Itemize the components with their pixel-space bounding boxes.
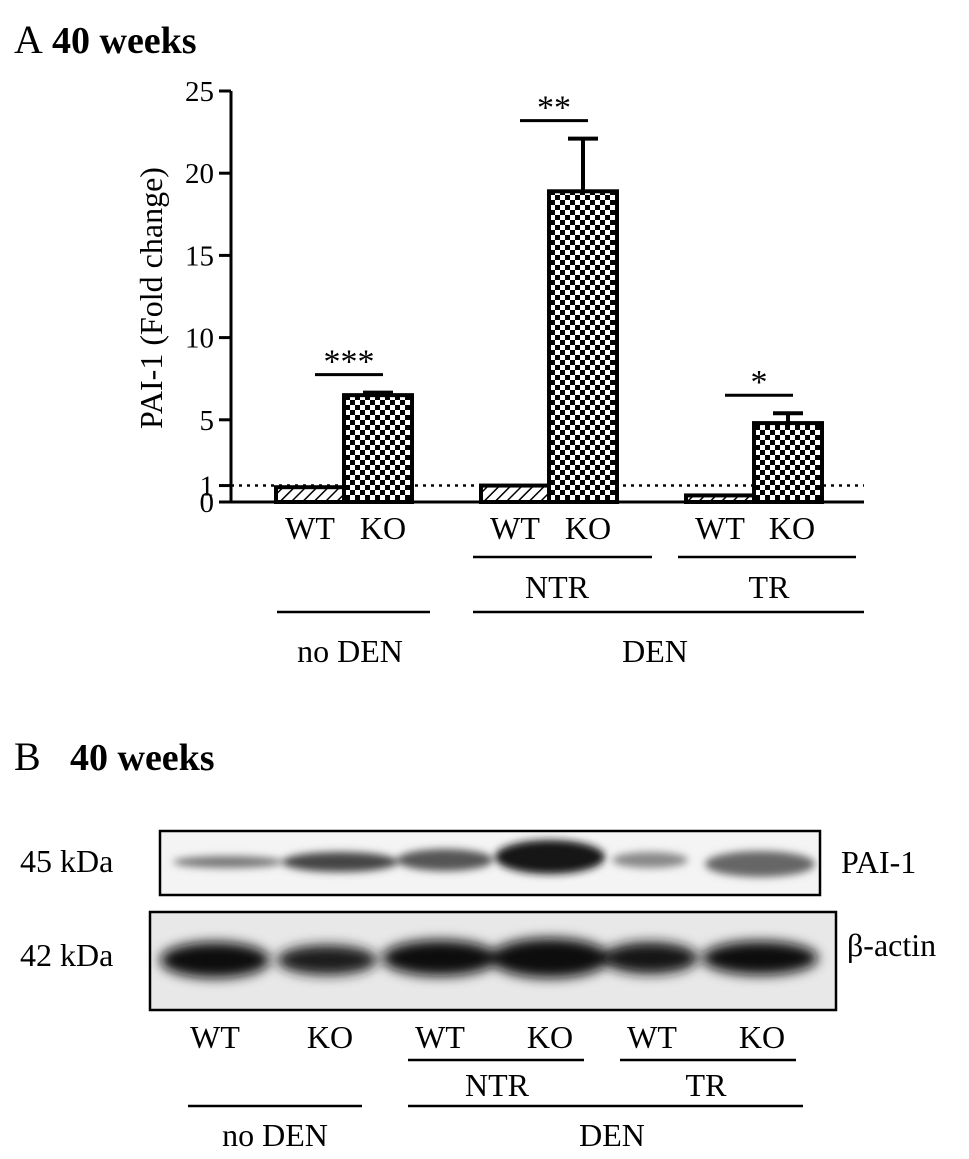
lane-label-1: WT: [190, 1019, 240, 1055]
subgroup-ntr: NTR: [525, 569, 590, 605]
panel-b-title: 40 weeks: [70, 737, 215, 779]
bar-label-1: WT: [285, 510, 335, 546]
lane-label-5: WT: [627, 1019, 677, 1055]
significance-label-2: **: [537, 90, 571, 127]
panel-b-lane-labels: WT KO WT KO WT KO NTR TR no DEN DEN: [188, 1019, 803, 1153]
pai1-band-lane-5: [612, 852, 688, 868]
y-tick-label: 5: [200, 405, 215, 437]
pai1-band-lane-3: [397, 849, 493, 871]
subgroup-tr: TR: [749, 569, 791, 605]
y-tick-label: 1: [200, 471, 215, 503]
actin-band-lane-5: [602, 942, 698, 974]
group-no-den: no DEN: [297, 633, 403, 669]
bar-label-5: WT: [695, 510, 745, 546]
bar-label-2: KO: [360, 510, 406, 546]
b-subgroup-ntr: NTR: [465, 1067, 530, 1103]
lane-label-2: KO: [307, 1019, 353, 1055]
blot-2-bands: [160, 938, 818, 978]
pai1-band-lane-4: [495, 840, 605, 874]
pai1-band-lane-2: [282, 852, 398, 872]
blot-2-protein: β-actin: [847, 927, 936, 963]
actin-band-lane-2: [277, 945, 377, 975]
bar-label-4: KO: [565, 510, 611, 546]
b-subgroup-tr: TR: [686, 1067, 728, 1103]
bar-5: [684, 493, 756, 505]
actin-band-lane-6: [702, 941, 818, 975]
actin-band-lane-1: [160, 942, 270, 978]
bars: [274, 136, 824, 505]
lane-label-3: WT: [415, 1019, 465, 1055]
bar-3: [479, 483, 551, 504]
group-den: DEN: [622, 633, 688, 669]
blot-pai-1: 45 kDa PAI-1: [20, 829, 916, 897]
bar-4: [547, 189, 619, 504]
blot-2-marker: 42 kDa: [20, 937, 113, 973]
blot-1-marker: 45 kDa: [20, 843, 113, 879]
y-tick-label: 0: [200, 487, 215, 519]
significance-label-3: *: [751, 364, 768, 401]
y-tick-label: 15: [185, 240, 214, 272]
actin-band-lane-4: [490, 938, 610, 978]
b-group-den: DEN: [579, 1117, 645, 1153]
b-group-no-den: no DEN: [222, 1117, 328, 1153]
y-axis-label: PAI-1 (Fold change): [133, 167, 169, 429]
blot-1-bands: [173, 840, 815, 877]
actin-band-lane-3: [382, 940, 498, 976]
panel-a-x-labels: WT KO WT KO WT KO NTR TR no DEN DEN: [277, 510, 864, 669]
bar-2: [342, 393, 414, 505]
pai1-band-lane-6: [705, 851, 815, 877]
panel-a-title: 40 weeks: [52, 20, 197, 62]
bar-label-3: WT: [490, 510, 540, 546]
blot-beta-actin: 42 kDa β-actin: [20, 910, 936, 1012]
lane-label-6: KO: [739, 1019, 785, 1055]
significance-markers: ******: [315, 90, 793, 401]
pai1-band-lane-1: [173, 856, 283, 868]
bar-6: [752, 421, 824, 505]
panel-b-letter: B: [14, 734, 41, 779]
y-tick-label: 25: [185, 76, 214, 108]
y-tick-label: 10: [185, 323, 214, 355]
lane-label-4: KO: [527, 1019, 573, 1055]
panel-a-letter: A: [14, 17, 43, 62]
blot-1-protein: PAI-1: [841, 844, 916, 880]
y-tick-label: 20: [185, 158, 214, 190]
significance-label-1: ***: [324, 344, 375, 381]
bar-label-6: KO: [769, 510, 815, 546]
bar-1: [274, 485, 346, 505]
